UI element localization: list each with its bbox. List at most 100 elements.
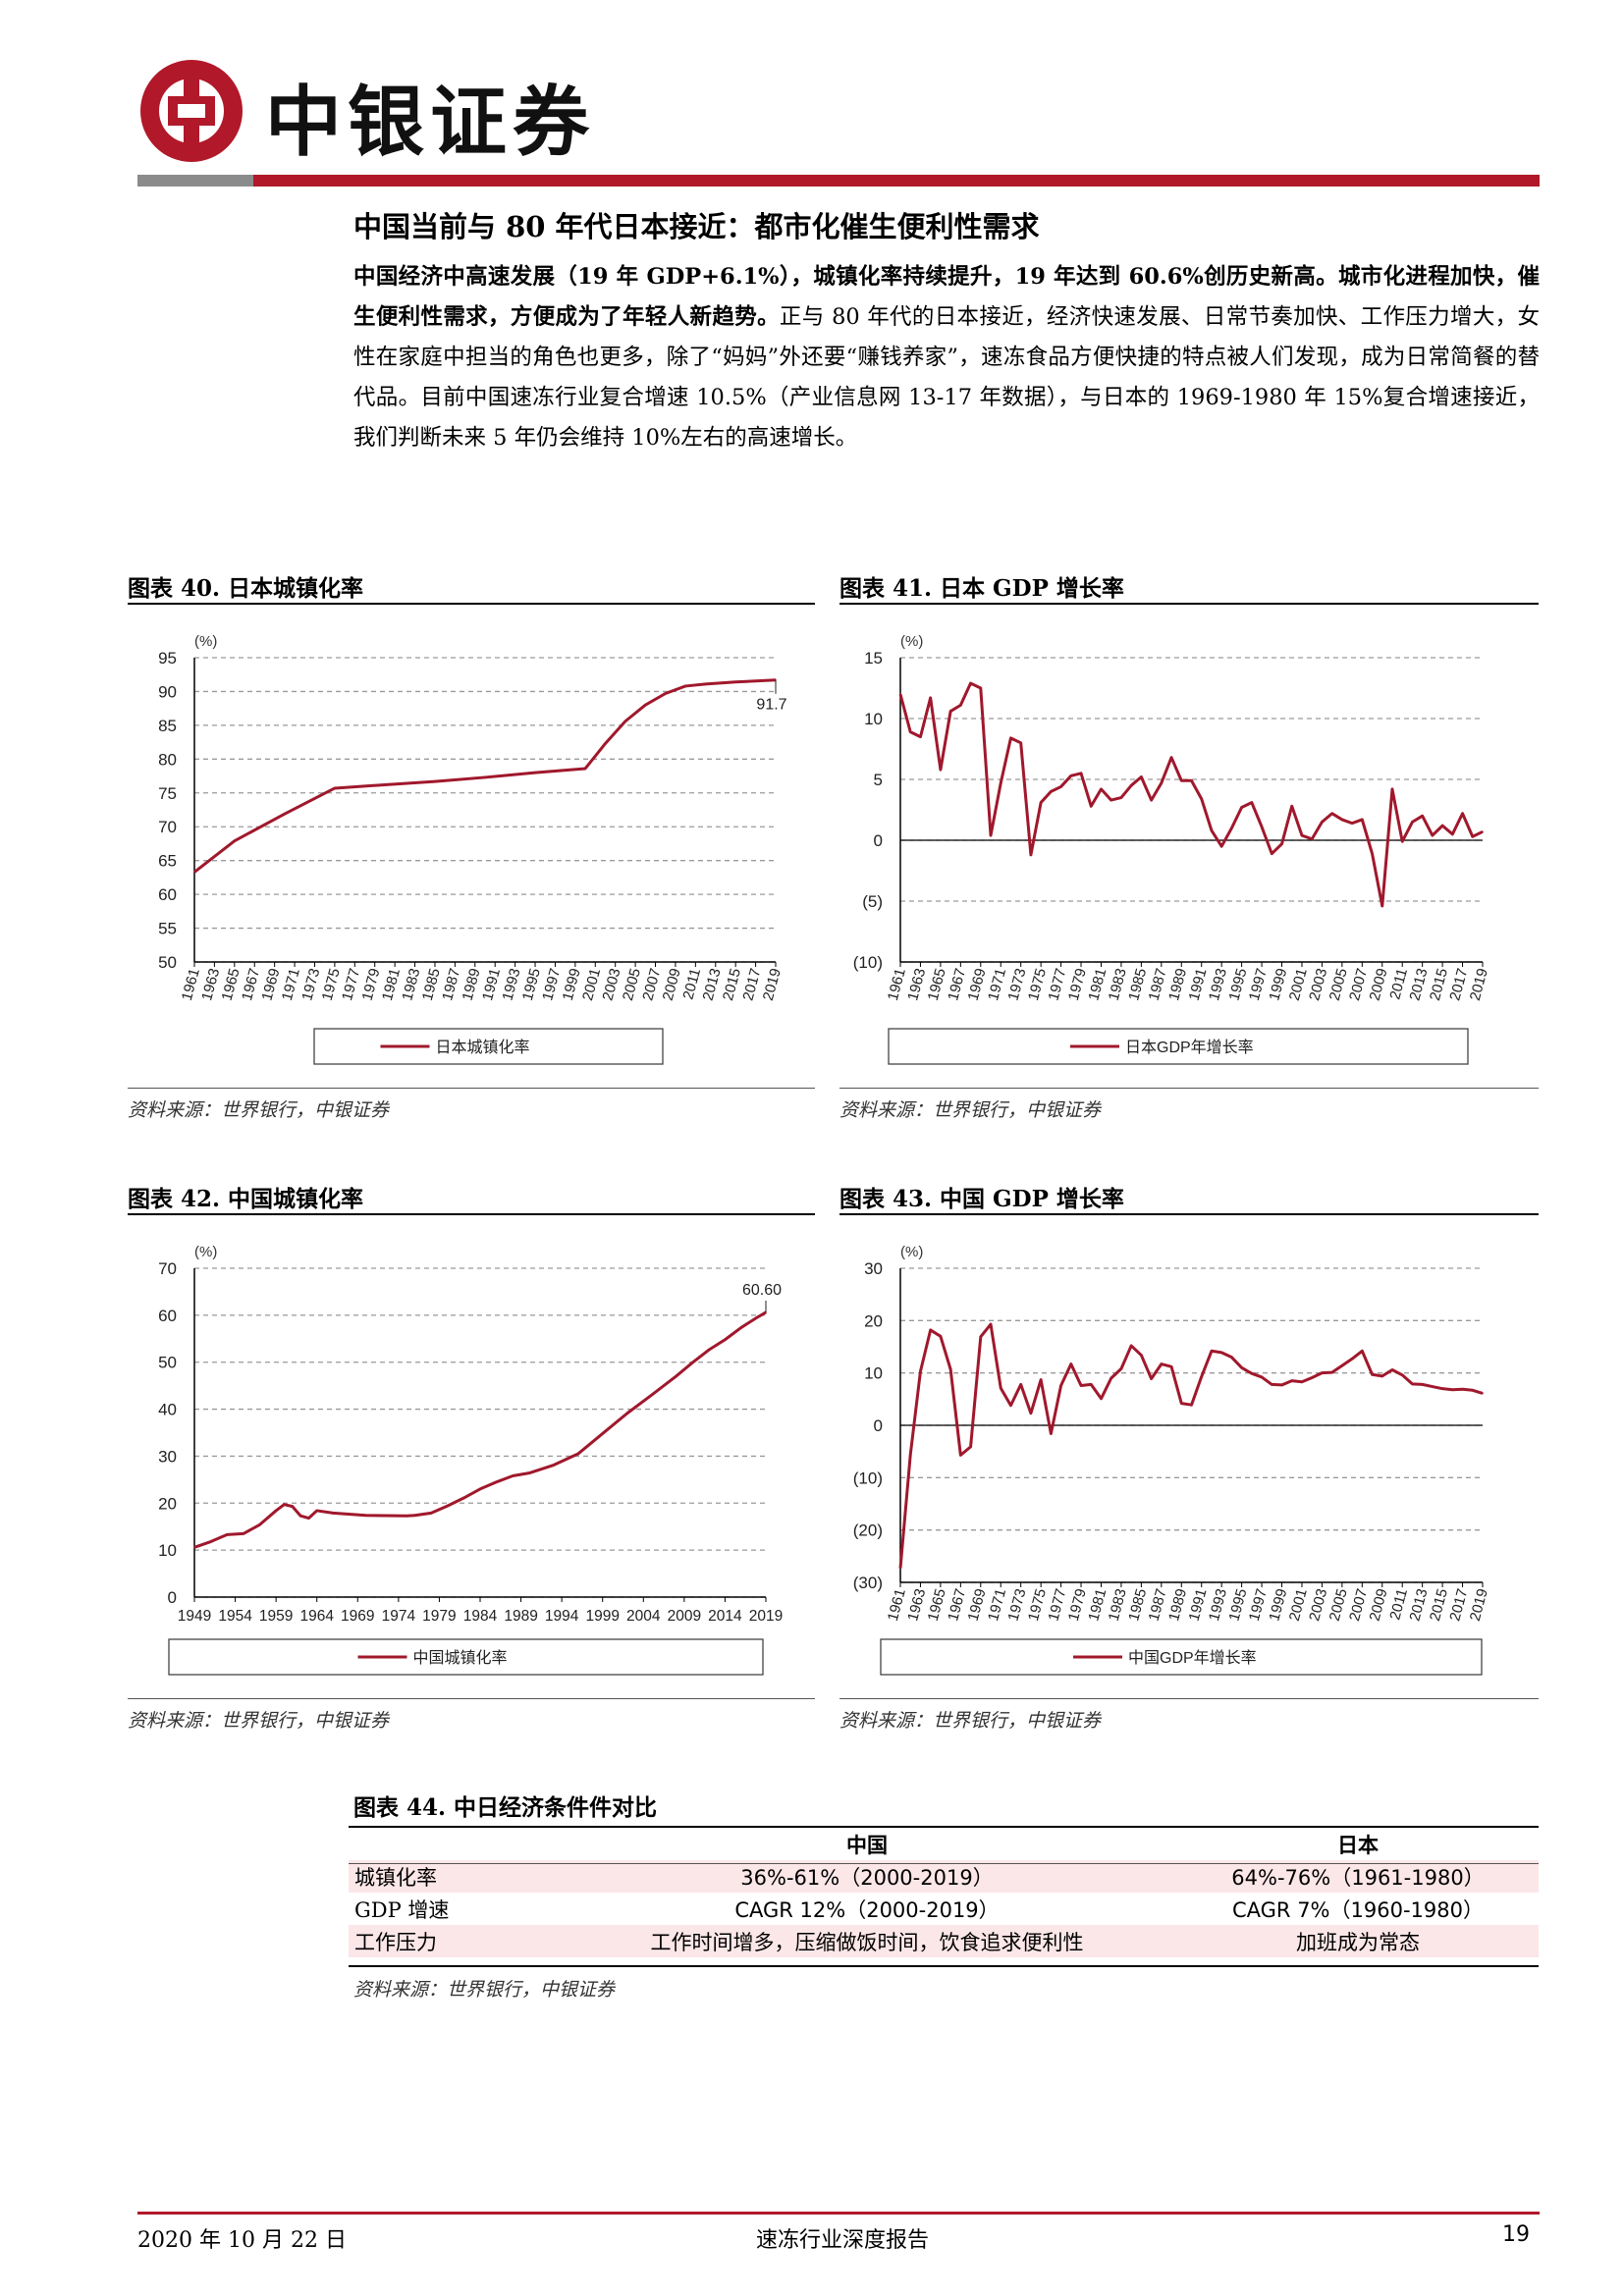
data-point [675, 1375, 677, 1377]
data-point [1080, 773, 1082, 774]
y-tick-label: 40 [158, 1401, 177, 1419]
data-point [1170, 756, 1172, 759]
y-tick-label: (5) [862, 892, 883, 911]
table-top-rule [349, 1826, 1539, 1828]
y-tick-label: (20) [853, 1522, 883, 1540]
data-point [1471, 835, 1474, 838]
data-point [275, 1510, 277, 1512]
data-point [299, 1515, 301, 1518]
data-point [1170, 1365, 1172, 1368]
data-point [1211, 829, 1213, 831]
data-point [1290, 805, 1293, 808]
data-point [929, 1329, 932, 1331]
data-point [1341, 1364, 1343, 1366]
data-point [384, 783, 386, 786]
x-tick-label: 1969 [341, 1608, 374, 1625]
y-tick-label: 0 [874, 1416, 883, 1435]
table-header-japan: 日本 [1337, 1832, 1379, 1857]
data-point [1240, 1366, 1243, 1369]
data-point [1009, 1404, 1012, 1407]
table-cell-china: CAGR 12%（2000-2019） [734, 1897, 1000, 1922]
data-point [495, 1480, 498, 1483]
data-point [1301, 834, 1303, 836]
data-point [584, 768, 586, 770]
table-cell-china: 36%-61%（2000-2019） [557, 1860, 1177, 1893]
y-tick-label: 50 [158, 953, 177, 972]
data-point [650, 1394, 653, 1397]
y-tick-label: 5 [874, 771, 883, 789]
series-line [898, 681, 1484, 908]
data-point [909, 1454, 912, 1456]
data-point [929, 697, 932, 699]
figure-41-title: 图表 41. 日本 GDP 增长率 [839, 575, 1124, 602]
brand-name: 中银证券 [265, 78, 596, 167]
x-tick-label: 1949 [178, 1608, 211, 1625]
data-point [334, 787, 336, 789]
data-point [462, 1497, 465, 1499]
series-line [193, 678, 777, 874]
data-point [1251, 1372, 1253, 1374]
data-point [1261, 1376, 1263, 1378]
data-point [446, 1505, 449, 1507]
data-point [1230, 1356, 1233, 1359]
header-bar-grey [137, 175, 253, 187]
legend-label: 中国GDP年增长率 [1128, 1649, 1257, 1667]
data-point [1009, 737, 1012, 739]
data-point [624, 720, 626, 722]
y-tick-label: (30) [853, 1574, 883, 1592]
data-point [1411, 821, 1414, 824]
data-point [283, 1503, 286, 1506]
y-tick-label: 60 [158, 1307, 177, 1325]
legend-box [888, 1028, 1469, 1065]
data-point [1330, 1371, 1333, 1373]
data-point [1321, 1371, 1324, 1374]
y-axis-unit: (%) [194, 1244, 217, 1260]
data-point [1371, 852, 1374, 855]
data-point [1030, 1412, 1032, 1415]
data-point [1220, 1352, 1222, 1354]
data-point [899, 693, 901, 695]
footer-rule [137, 2212, 1540, 2215]
data-point [1080, 1384, 1082, 1387]
data-point [684, 685, 686, 687]
data-point [528, 1471, 530, 1474]
data-point [1180, 779, 1183, 782]
legend-label: 日本GDP年增长率 [1125, 1039, 1254, 1056]
value-annotation: 60.60 [742, 1282, 782, 1299]
data-point [1150, 799, 1153, 801]
data-point [1200, 798, 1203, 800]
figure-40-chart: (%)5055606570758085909519611963196519671… [158, 633, 787, 1065]
data-point [899, 1567, 901, 1570]
data-point [1120, 796, 1122, 799]
data-point [1482, 1392, 1484, 1395]
data-point [1261, 826, 1263, 828]
data-point [1280, 1384, 1283, 1386]
data-point [1090, 805, 1093, 808]
data-point [625, 1413, 628, 1415]
data-point [1301, 1380, 1303, 1383]
figure-40-bottom-rule [128, 1088, 815, 1089]
data-point [1161, 1362, 1163, 1365]
data-point [1371, 1373, 1374, 1376]
data-point [949, 1368, 951, 1370]
data-point [1271, 852, 1273, 855]
footer-report-name: 速冻行业深度报告 [756, 2228, 930, 2253]
data-point [307, 1517, 310, 1520]
data-point [430, 1512, 432, 1515]
figure-42-chart: (%) 0 10 20 30 40 50 60 70 1949 1954 1959 1964 1969 19… [158, 1244, 783, 1676]
data-point [1421, 815, 1424, 817]
y-tick-label: 60 [158, 885, 177, 904]
figure-43-title: 图表 43. 中国 GDP 增长率 [839, 1186, 1124, 1212]
y-axis-unit: (%) [194, 633, 217, 650]
data-point [959, 704, 962, 707]
data-point [1000, 1387, 1002, 1389]
y-tick-label: 10 [864, 1364, 883, 1383]
data-point [1351, 1358, 1353, 1361]
figure-42-source: 资料来源：世界银行，中银证券 [128, 1710, 390, 1732]
data-point [756, 1315, 759, 1318]
data-point [1441, 1387, 1443, 1390]
footer-date: 2020 年 10 月 22 日 [137, 2228, 347, 2253]
data-point [740, 1326, 742, 1329]
x-tick-label: 2009 [668, 1608, 701, 1625]
x-tick-label: 2014 [708, 1608, 742, 1625]
